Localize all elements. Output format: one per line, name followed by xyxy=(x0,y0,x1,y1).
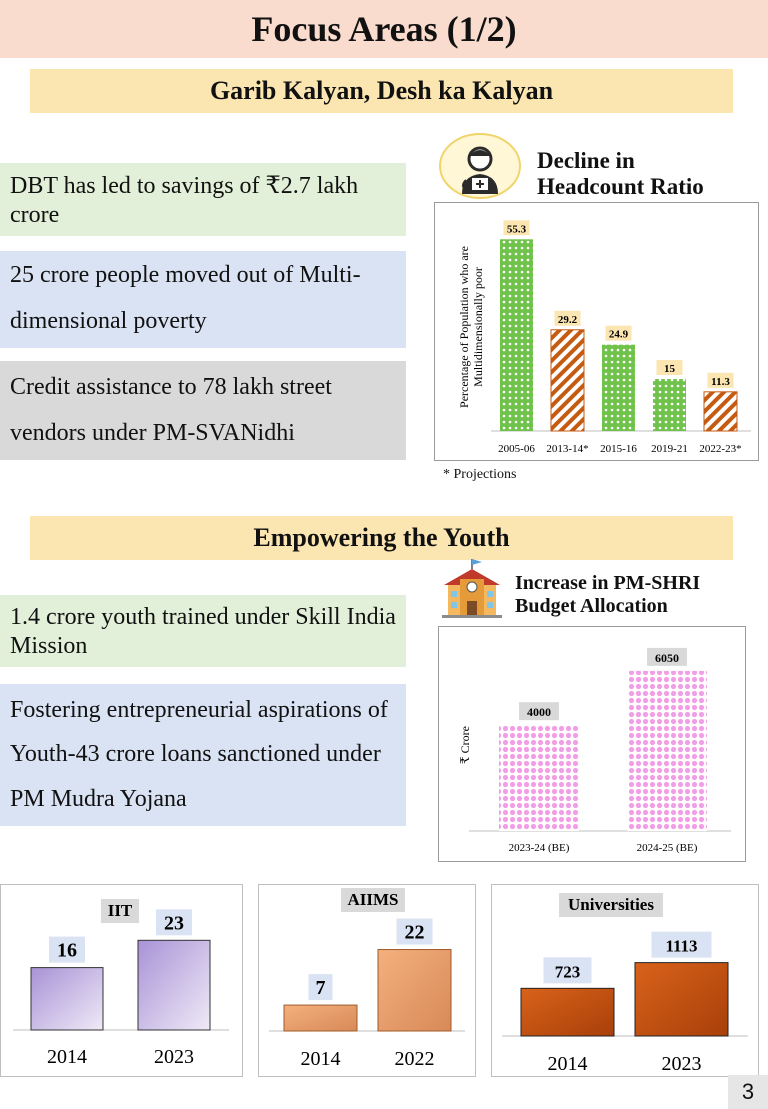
pmshri-y-axis-label: ₹ Crore xyxy=(458,726,472,764)
section-heading-text: Empowering the Youth xyxy=(253,523,510,552)
poverty-data-label-bg xyxy=(605,325,632,341)
poverty-data-label: 55.3 xyxy=(507,223,527,235)
universities-card: Universities 723 2014 1113 2023 xyxy=(491,884,759,1077)
card-bar xyxy=(283,1004,358,1032)
card-tick-label: 2023 xyxy=(662,1053,702,1075)
section-heading-youth: Empowering the Youth xyxy=(30,516,733,560)
card-data-label-bg xyxy=(396,918,433,945)
fact-dbt-savings: DBT has led to savings of ₹2.7 lakh cror… xyxy=(0,163,406,236)
card-bar xyxy=(634,962,729,1037)
aiims-card: AIIMS 7 2014 22 2022 xyxy=(258,884,476,1077)
card-tick-label: 2014 xyxy=(301,1048,341,1070)
iit-card: IIT 16 2014 23 2023 xyxy=(0,884,243,1077)
card-tick-label: 2014 xyxy=(548,1053,588,1075)
poverty-chart-title: Decline in Headcount Ratio xyxy=(537,148,704,200)
card-title-bg xyxy=(341,888,405,912)
page-title-bar: Focus Areas (1/2) xyxy=(0,0,768,58)
poverty-data-label: 24.9 xyxy=(609,329,629,341)
poverty-bar xyxy=(500,239,533,431)
card-title: IIT xyxy=(108,901,133,920)
pmshri-data-label: 4000 xyxy=(527,705,551,719)
card-title-bg xyxy=(559,893,663,917)
poverty-tick-label: 2013-14* xyxy=(546,443,588,455)
card-bar xyxy=(137,939,211,1031)
pmshri-tick-label: 2024-25 (BE) xyxy=(637,842,698,854)
card-tick-label: 2014 xyxy=(47,1046,87,1068)
card-data-label: 16 xyxy=(57,940,77,962)
page-number: 3 xyxy=(728,1075,768,1109)
fact-svanidhi: Credit assistance to 78 lakh street vend… xyxy=(0,361,406,460)
poverty-data-label-bg xyxy=(554,310,581,326)
section-heading-garib-kalyan: Garib Kalyan, Desh ka Kalyan xyxy=(30,69,733,113)
fact-poverty: 25 crore people moved out of Multi-dimen… xyxy=(0,251,406,348)
page-title: Focus Areas (1/2) xyxy=(251,9,517,49)
poverty-bar xyxy=(653,379,686,431)
poverty-data-label-bg xyxy=(707,372,734,388)
card-bar xyxy=(377,949,452,1032)
poverty-data-label-bg xyxy=(503,220,530,236)
poverty-tick-label: 2005-06 xyxy=(498,443,535,455)
projections-footnote: * Projections xyxy=(443,467,517,482)
school-icon xyxy=(438,557,506,619)
card-data-label: 22 xyxy=(405,922,425,944)
card-data-label: 7 xyxy=(316,977,326,999)
pmshri-data-label-bg xyxy=(647,647,687,666)
card-data-label: 23 xyxy=(164,912,184,934)
fact-skill-india: 1.4 crore youth trained under Skill Indi… xyxy=(0,595,406,667)
fact-mudra: Fostering entrepreneurial aspirations of… xyxy=(0,684,406,826)
pmshri-data-label-bg xyxy=(519,702,559,721)
section-heading-text: Garib Kalyan, Desh ka Kalyan xyxy=(209,76,554,105)
card-title-bg xyxy=(101,899,139,923)
poverty-data-label-bg xyxy=(656,360,683,375)
card-tick-label: 2023 xyxy=(154,1046,194,1068)
poverty-tick-label: 2019-21 xyxy=(651,443,688,455)
poverty-data-label: 15 xyxy=(664,363,676,375)
card-data-label-bg xyxy=(156,909,192,936)
pmshri-tick-label: 2023-24 (BE) xyxy=(509,842,570,854)
poverty-y-axis-label-line: Multidimensionally poor xyxy=(471,267,485,387)
pmshri-bar xyxy=(499,725,579,831)
poverty-y-axis-label-line: Percentage of Population who are xyxy=(457,246,471,408)
card-data-label-bg xyxy=(308,974,333,1001)
card-title: AIIMS xyxy=(347,890,398,909)
card-bar xyxy=(520,987,615,1037)
poverty-tick-label: 2022-23* xyxy=(699,443,741,455)
poverty-data-label: 11.3 xyxy=(711,376,730,388)
pmshri-data-label: 6050 xyxy=(655,651,679,665)
card-title: Universities xyxy=(568,895,654,914)
card-data-label-bg xyxy=(543,957,592,984)
poverty-bar xyxy=(703,391,738,432)
card-data-label: 723 xyxy=(555,962,581,981)
poverty-bar xyxy=(550,329,585,432)
pmshri-chart-title: Increase in PM-SHRI Budget Allocation xyxy=(515,572,701,617)
poverty-bar xyxy=(602,344,635,431)
doctor-icon xyxy=(438,132,522,200)
card-data-label: 1113 xyxy=(665,937,697,956)
card-data-label-bg xyxy=(651,931,712,958)
pmshri-bar xyxy=(627,670,707,831)
card-bar xyxy=(30,967,104,1031)
poverty-data-label: 29.2 xyxy=(558,314,578,326)
card-tick-label: 2022 xyxy=(395,1048,435,1070)
poverty-tick-label: 2015-16 xyxy=(600,443,637,455)
card-data-label-bg xyxy=(49,936,85,963)
pmshri-chart: 4000 2023-24 (BE) 6050 2024-25 (BE) ₹ Crore xyxy=(438,626,746,862)
poverty-chart: 55.3 2005-06 29.2 2013-14* 24.9 2015-16 15 2019… xyxy=(434,202,759,461)
poverty-y-axis-label: Percentage of Population who are Multidim… xyxy=(457,246,485,408)
